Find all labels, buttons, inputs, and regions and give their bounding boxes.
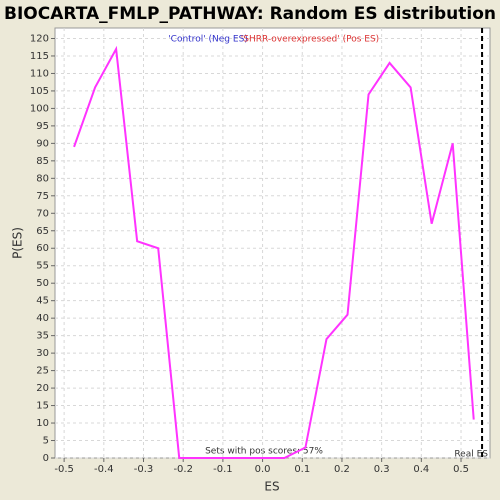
y-tick-label: 80 [36,173,49,184]
x-tick-label: 0.2 [334,464,350,475]
y-tick-label: 60 [36,243,49,254]
y-tick-label: 100 [30,103,49,114]
y-tick-label: 20 [36,383,49,394]
x-tick-label: -0.1 [213,464,233,475]
y-tick-label: 120 [30,33,49,44]
y-tick-label: 55 [36,261,49,272]
chart-title: BIOCARTA_FMLP_PATHWAY: Random ES distrib… [4,4,496,24]
x-tick-label: -0.2 [173,464,193,475]
y-tick-label: 45 [36,296,49,307]
y-tick-label: 50 [36,278,49,289]
y-tick-label: 5 [43,436,49,447]
legend-label: 'Control' (Neg ES) [168,35,248,45]
y-tick-label: 110 [30,68,49,79]
y-tick-label: 0 [43,453,49,464]
x-tick-label: 0.1 [294,464,310,475]
annotation: Sets with pos scores: 57% [205,447,323,457]
y-tick-label: 40 [36,313,49,324]
y-tick-label: 75 [36,191,49,202]
y-tick-label: 15 [36,401,49,412]
legend-label: 'SHRR-overexpressed' (Pos ES) [241,35,379,45]
x-tick-label: 0.4 [413,464,429,475]
x-tick-label: -0.5 [54,464,74,475]
x-axis-label: ES [264,480,279,494]
x-tick-label: 0.5 [453,464,469,475]
line [73,45,475,459]
y-axis-label: P(ES) [11,227,25,259]
x-tick-label: 0.0 [255,464,271,475]
plot-area [54,27,491,459]
y-tick-label: 35 [36,331,49,342]
y-tick-label: 65 [36,226,49,237]
y-tick-label: 30 [36,348,49,359]
real-es-label: Real ES [454,450,488,460]
y-tick-label: 25 [36,366,49,377]
y-tick-label: 10 [36,418,49,429]
x-tick-label: 0.3 [374,464,390,475]
y-tick-label: 90 [36,138,49,149]
y-tick-label: 115 [30,51,49,62]
y-tick-label: 105 [30,86,49,97]
x-tick-label: -0.4 [94,464,114,475]
y-tick-label: 70 [36,208,49,219]
y-tick-label: 85 [36,156,49,167]
x-tick-label: -0.3 [134,464,154,475]
y-tick-label: 95 [36,121,49,132]
